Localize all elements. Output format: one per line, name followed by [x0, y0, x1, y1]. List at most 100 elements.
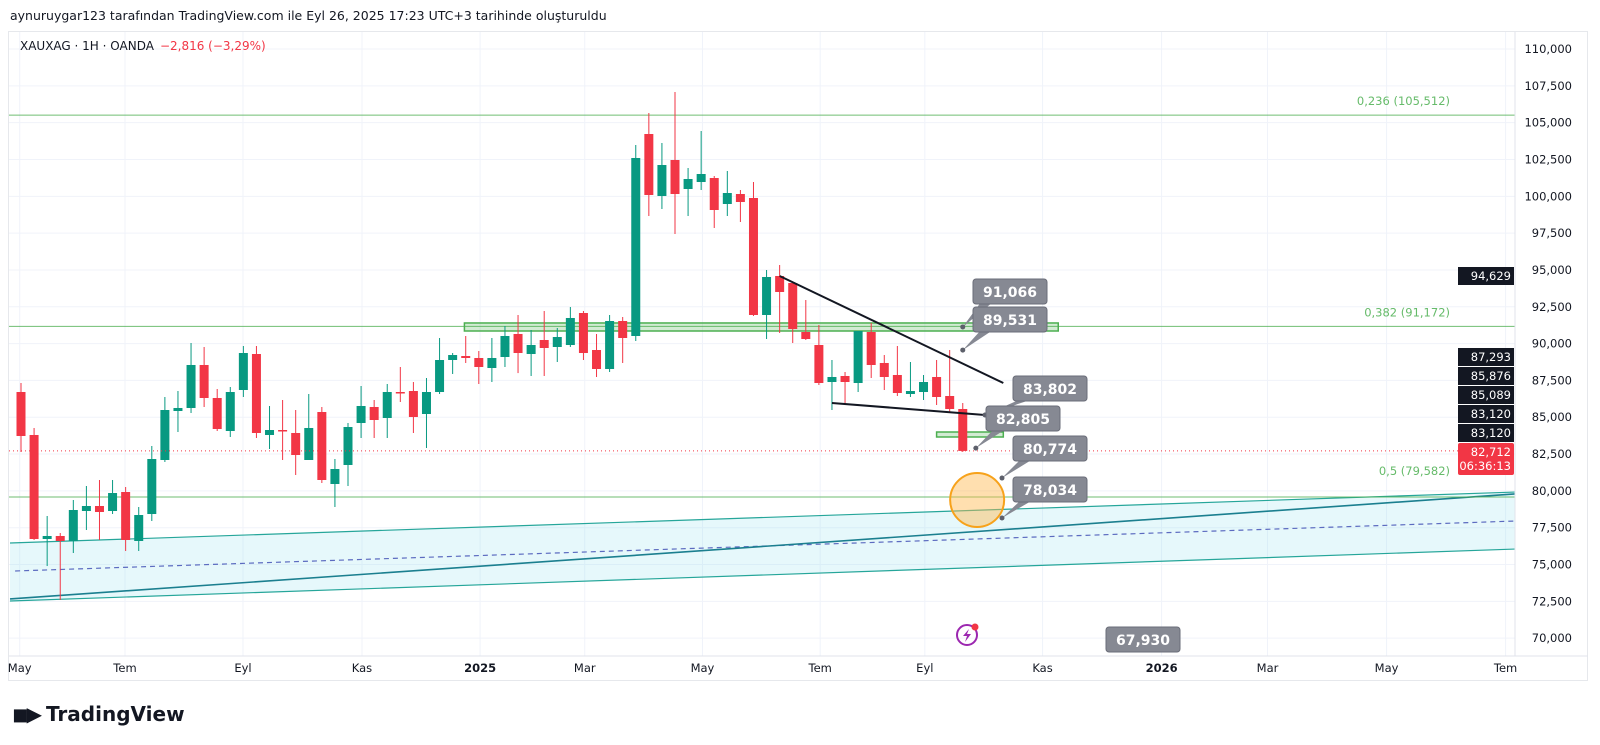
support-zone[interactable]: [935, 431, 1005, 438]
price-tick-label: 107,500: [1524, 79, 1572, 93]
candle-body: [866, 332, 876, 365]
grid: [9, 32, 1515, 656]
channel-upper-line[interactable]: [9, 491, 1515, 544]
last-price-label: 82,712: [1471, 445, 1511, 459]
channel-lower-line[interactable]: [9, 548, 1515, 602]
candle-body: [775, 275, 785, 292]
candle-body: [147, 458, 157, 515]
price-tick-label: 75,000: [1532, 558, 1572, 572]
candle-body: [670, 160, 680, 195]
target-circle[interactable]: [949, 472, 1006, 528]
fib-label: 0,5 (79,582): [1379, 464, 1450, 478]
chart-frame: [8, 31, 1588, 681]
candle-body: [330, 468, 340, 485]
support-zone[interactable]: [463, 322, 1059, 332]
callout-anchor: [973, 445, 979, 451]
axis-price-marker-label: 94,629: [1471, 269, 1511, 283]
time-tick-label: Eyl: [234, 661, 251, 675]
candle-body: [42, 535, 52, 539]
candle-body: [265, 430, 275, 435]
axis-price-marker-label: 83,120: [1471, 426, 1511, 440]
callout-value: 91,066: [983, 285, 1037, 301]
time-tick-label: Tem: [808, 661, 832, 675]
candle-body: [108, 493, 118, 512]
callout-value: 78,034: [1023, 483, 1077, 499]
price-tick-label: 90,000: [1532, 337, 1572, 351]
callout-box[interactable]: [972, 306, 1048, 333]
axis-price-marker: [1458, 405, 1514, 423]
callout-box[interactable]: [1105, 626, 1181, 653]
time-tick-label: Mar: [574, 661, 596, 675]
candle-body: [513, 333, 523, 354]
candle-body: [134, 515, 144, 542]
trend-line[interactable]: [779, 275, 1004, 384]
candle-body: [905, 391, 915, 395]
candle-body: [356, 405, 366, 424]
candle-body: [94, 505, 104, 513]
price-tick-label: 95,000: [1532, 263, 1572, 277]
price-tick-label: 72,500: [1532, 594, 1572, 608]
callout-value: 67,930: [1116, 633, 1170, 649]
candle-body: [474, 357, 484, 367]
candle-body: [251, 354, 261, 433]
price-tick-label: 82,500: [1532, 447, 1572, 461]
callout-box[interactable]: [1012, 375, 1088, 402]
trend-line[interactable]: [831, 402, 986, 417]
price-tick-label: 87,500: [1532, 373, 1572, 387]
axis-price-marker-label: 83,120: [1471, 407, 1511, 421]
trend-lines[interactable]: [779, 275, 1004, 417]
time-axis[interactable]: May Tem Eyl Kas 2025 Mar May Tem Eyl Kas 2026 Mar Ma…: [8, 661, 1517, 675]
candles: [16, 92, 968, 600]
fib-label: 0,382 (91,172): [1364, 305, 1450, 319]
callout-pointer: [975, 429, 1006, 449]
callout-box[interactable]: [985, 405, 1061, 432]
callouts[interactable]: 91,066 89,531 83,802 82,805 80,774 78,034 67,9…: [960, 278, 1181, 653]
fib-levels[interactable]: 0,236 (105,512) 0,382 (91,172) 0,5 (79,582…: [9, 94, 1515, 498]
callout-box[interactable]: [1012, 435, 1088, 462]
callout-value: 89,531: [983, 313, 1037, 329]
candle-body: [565, 317, 575, 346]
candle-body: [421, 392, 431, 415]
candle-body: [840, 375, 850, 383]
candle-body: [657, 165, 667, 196]
callout-pointer: [962, 330, 993, 351]
symbol-info: XAUXAG · 1H · OANDA: [20, 39, 154, 53]
price-tick-label: 110,000: [1524, 42, 1572, 56]
axis-price-marker-label: 85,876: [1471, 369, 1511, 383]
time-tick-label: May: [691, 661, 715, 675]
candle-body: [121, 492, 131, 540]
candle-body: [526, 345, 536, 355]
last-price-marker: [1458, 443, 1514, 475]
candle-body: [762, 276, 772, 315]
price-axis[interactable]: 110,000 107,500 105,000 102,500 100,000 97,50…: [1524, 42, 1572, 645]
candle-body: [16, 392, 26, 436]
candle-body: [68, 510, 78, 542]
symbol-legend[interactable]: XAUXAG · 1H · OANDA −2,816 (−3,29%): [20, 39, 266, 53]
candle-body: [225, 392, 235, 432]
trend-line-ascending[interactable]: [9, 493, 1515, 600]
candle-body: [748, 197, 758, 315]
candle-body: [500, 335, 510, 357]
candle-body: [435, 360, 445, 393]
callout-anchor: [960, 324, 966, 330]
candle-body: [173, 407, 183, 412]
zones[interactable]: [463, 322, 1059, 438]
callout-box[interactable]: [972, 278, 1048, 305]
lightning-icon[interactable]: [956, 623, 979, 646]
callout-box[interactable]: [1012, 476, 1088, 503]
candle-body: [304, 427, 314, 460]
candle-body: [788, 282, 798, 329]
candle-body: [552, 336, 562, 347]
candle-body: [238, 353, 248, 390]
candle-body: [958, 408, 968, 451]
callout-anchor: [999, 475, 1005, 481]
candle-body: [827, 376, 837, 383]
candle-body: [853, 331, 863, 384]
candle-body: [722, 193, 732, 205]
candle-body: [81, 505, 91, 512]
candle-body: [683, 178, 693, 189]
price-tick-label: 92,500: [1532, 300, 1572, 314]
regression-channel[interactable]: [9, 491, 1515, 602]
candle-body: [199, 364, 209, 398]
